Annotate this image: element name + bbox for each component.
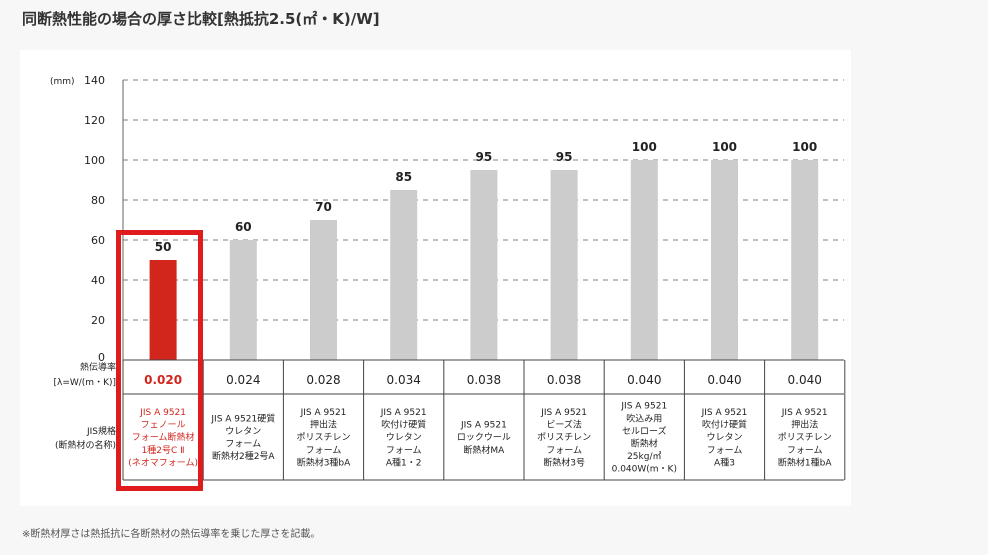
bar-value-label: 100: [632, 140, 657, 154]
y-tick-label: 100: [84, 154, 105, 167]
category-label-line: ウレタン: [225, 426, 261, 437]
category-label-line: ポリスチレン: [537, 432, 591, 443]
bar-value-label: 95: [556, 150, 573, 164]
footnote: ※断熱材厚さは熱抵抗に各断熱材の熱伝導率を乗じた厚さを記載。: [22, 529, 321, 540]
category-label-line: JIS A 9521: [460, 421, 507, 431]
y-tick-label: 20: [91, 314, 105, 327]
bar-value-label: 100: [792, 140, 817, 154]
bar-chart: 0 20 40 60 80 100 120 140 (mm) 50 60 70 85 95 95 100 100…: [50, 74, 846, 481]
y-tick-label: 140: [84, 74, 105, 87]
conductivity-value: 0.040: [707, 373, 741, 387]
conductivity-value: 0.034: [387, 373, 421, 387]
category-label-line: フォーム: [546, 445, 582, 456]
category-label-line: 断熱材1種bA: [778, 456, 832, 468]
category-label-line: フォーム: [386, 445, 422, 456]
bar: [149, 260, 177, 360]
row-header-conductivity-line: 熱伝導率: [80, 361, 116, 373]
bar-value-label: 50: [155, 240, 172, 254]
category-label-line: ウレタン: [706, 432, 742, 443]
category-label-line: 吹付け硬質: [702, 419, 747, 431]
highlight-frame: [116, 230, 203, 491]
category-label-line: JIS A 9521: [781, 408, 828, 418]
bar-value-label: 70: [315, 200, 332, 214]
conductivity-value: 0.020: [144, 373, 182, 387]
conductivity-value: 0.040: [788, 373, 822, 387]
category-label-line: フェノール: [141, 421, 186, 431]
bar-value-label: 85: [395, 170, 412, 184]
category-label-line: ビーズ法: [546, 419, 582, 431]
category-label-line: 断熱材2種2号A: [212, 450, 275, 462]
category-label-line: JIS A 9521硬質: [210, 412, 275, 424]
category-label-line: 断熱材3種bA: [297, 456, 351, 468]
category-label-line: フォーム: [225, 439, 261, 450]
bar: [550, 170, 578, 360]
y-tick-label: 40: [91, 274, 105, 287]
conductivity-value: 0.038: [467, 373, 501, 387]
conductivity-value: 0.038: [547, 373, 581, 387]
category-label-line: (ネオマフォーム): [128, 457, 198, 468]
bar-value-label: 60: [235, 220, 252, 234]
category-label-line: ポリスチレン: [296, 432, 350, 443]
conductivity-value: 0.028: [306, 373, 340, 387]
bar: [310, 220, 337, 360]
category-label-line: JIS A 9521: [139, 408, 186, 418]
bar: [711, 160, 738, 360]
bar: [630, 160, 658, 360]
bar-value-label: 100: [712, 140, 737, 154]
category-label-line: ポリスチレン: [778, 432, 832, 443]
category-label-line: フォーム: [306, 445, 342, 456]
category-label-line: 押出法: [791, 419, 818, 431]
row-header-jis-line: JIS規格: [86, 425, 116, 437]
category-label-line: ウレタン: [386, 432, 422, 443]
category-label-line: 25kg/㎥: [627, 451, 661, 462]
bar: [229, 240, 257, 360]
category-label-line: ロックウール: [457, 432, 511, 443]
category-label-line: 断熱材: [631, 438, 658, 450]
chart-panel: 0 20 40 60 80 100 120 140 (mm) 50 60 70 85 95 95 100 100…: [20, 50, 851, 506]
category-label-line: 吹込み用: [626, 412, 662, 424]
category-label-line: セルローズ: [622, 425, 667, 437]
category-label-line: A種3: [714, 457, 735, 468]
conductivity-value: 0.024: [226, 373, 260, 387]
bar-value-label: 95: [476, 150, 493, 164]
category-label-line: 1種2号C Ⅱ: [142, 445, 185, 456]
bar: [791, 160, 819, 360]
y-unit-label: (mm): [50, 77, 75, 87]
category-label-line: 押出法: [310, 419, 337, 431]
bar: [390, 190, 418, 360]
category-label-line: JIS A 9521: [380, 408, 427, 418]
y-tick-label: 80: [91, 194, 105, 207]
y-tick-label: 120: [84, 114, 105, 127]
y-tick-label: 60: [91, 234, 105, 247]
category-label-line: 0.040W(m・K): [612, 465, 677, 475]
conductivity-value: 0.040: [627, 373, 661, 387]
row-header-conductivity-line: [λ=W/(m・K)]: [53, 378, 116, 388]
category-label-line: 吹付け硬質: [381, 419, 426, 431]
category-label-line: A種1・2: [386, 457, 422, 468]
y-tick-label: 0: [98, 351, 105, 364]
category-label-line: JIS A 9521: [620, 402, 667, 412]
category-label-line: JIS A 9521: [701, 408, 748, 418]
bar: [470, 170, 498, 360]
category-label-line: 断熱材MA: [463, 444, 505, 456]
category-label-line: JIS A 9521: [300, 408, 347, 418]
category-label-line: フォーム: [787, 445, 823, 456]
category-label-line: フォーム: [707, 445, 743, 456]
category-label-line: 断熱材3号: [543, 456, 585, 468]
category-label-line: JIS A 9521: [540, 408, 587, 418]
row-header-jis-line: (断熱材の名称): [55, 439, 116, 451]
page-title: 同断熱性能の場合の厚さ比較[熱抵抗2.5(㎡・K)/W]: [22, 10, 380, 28]
category-label-line: フォーム断熱材: [132, 431, 195, 443]
